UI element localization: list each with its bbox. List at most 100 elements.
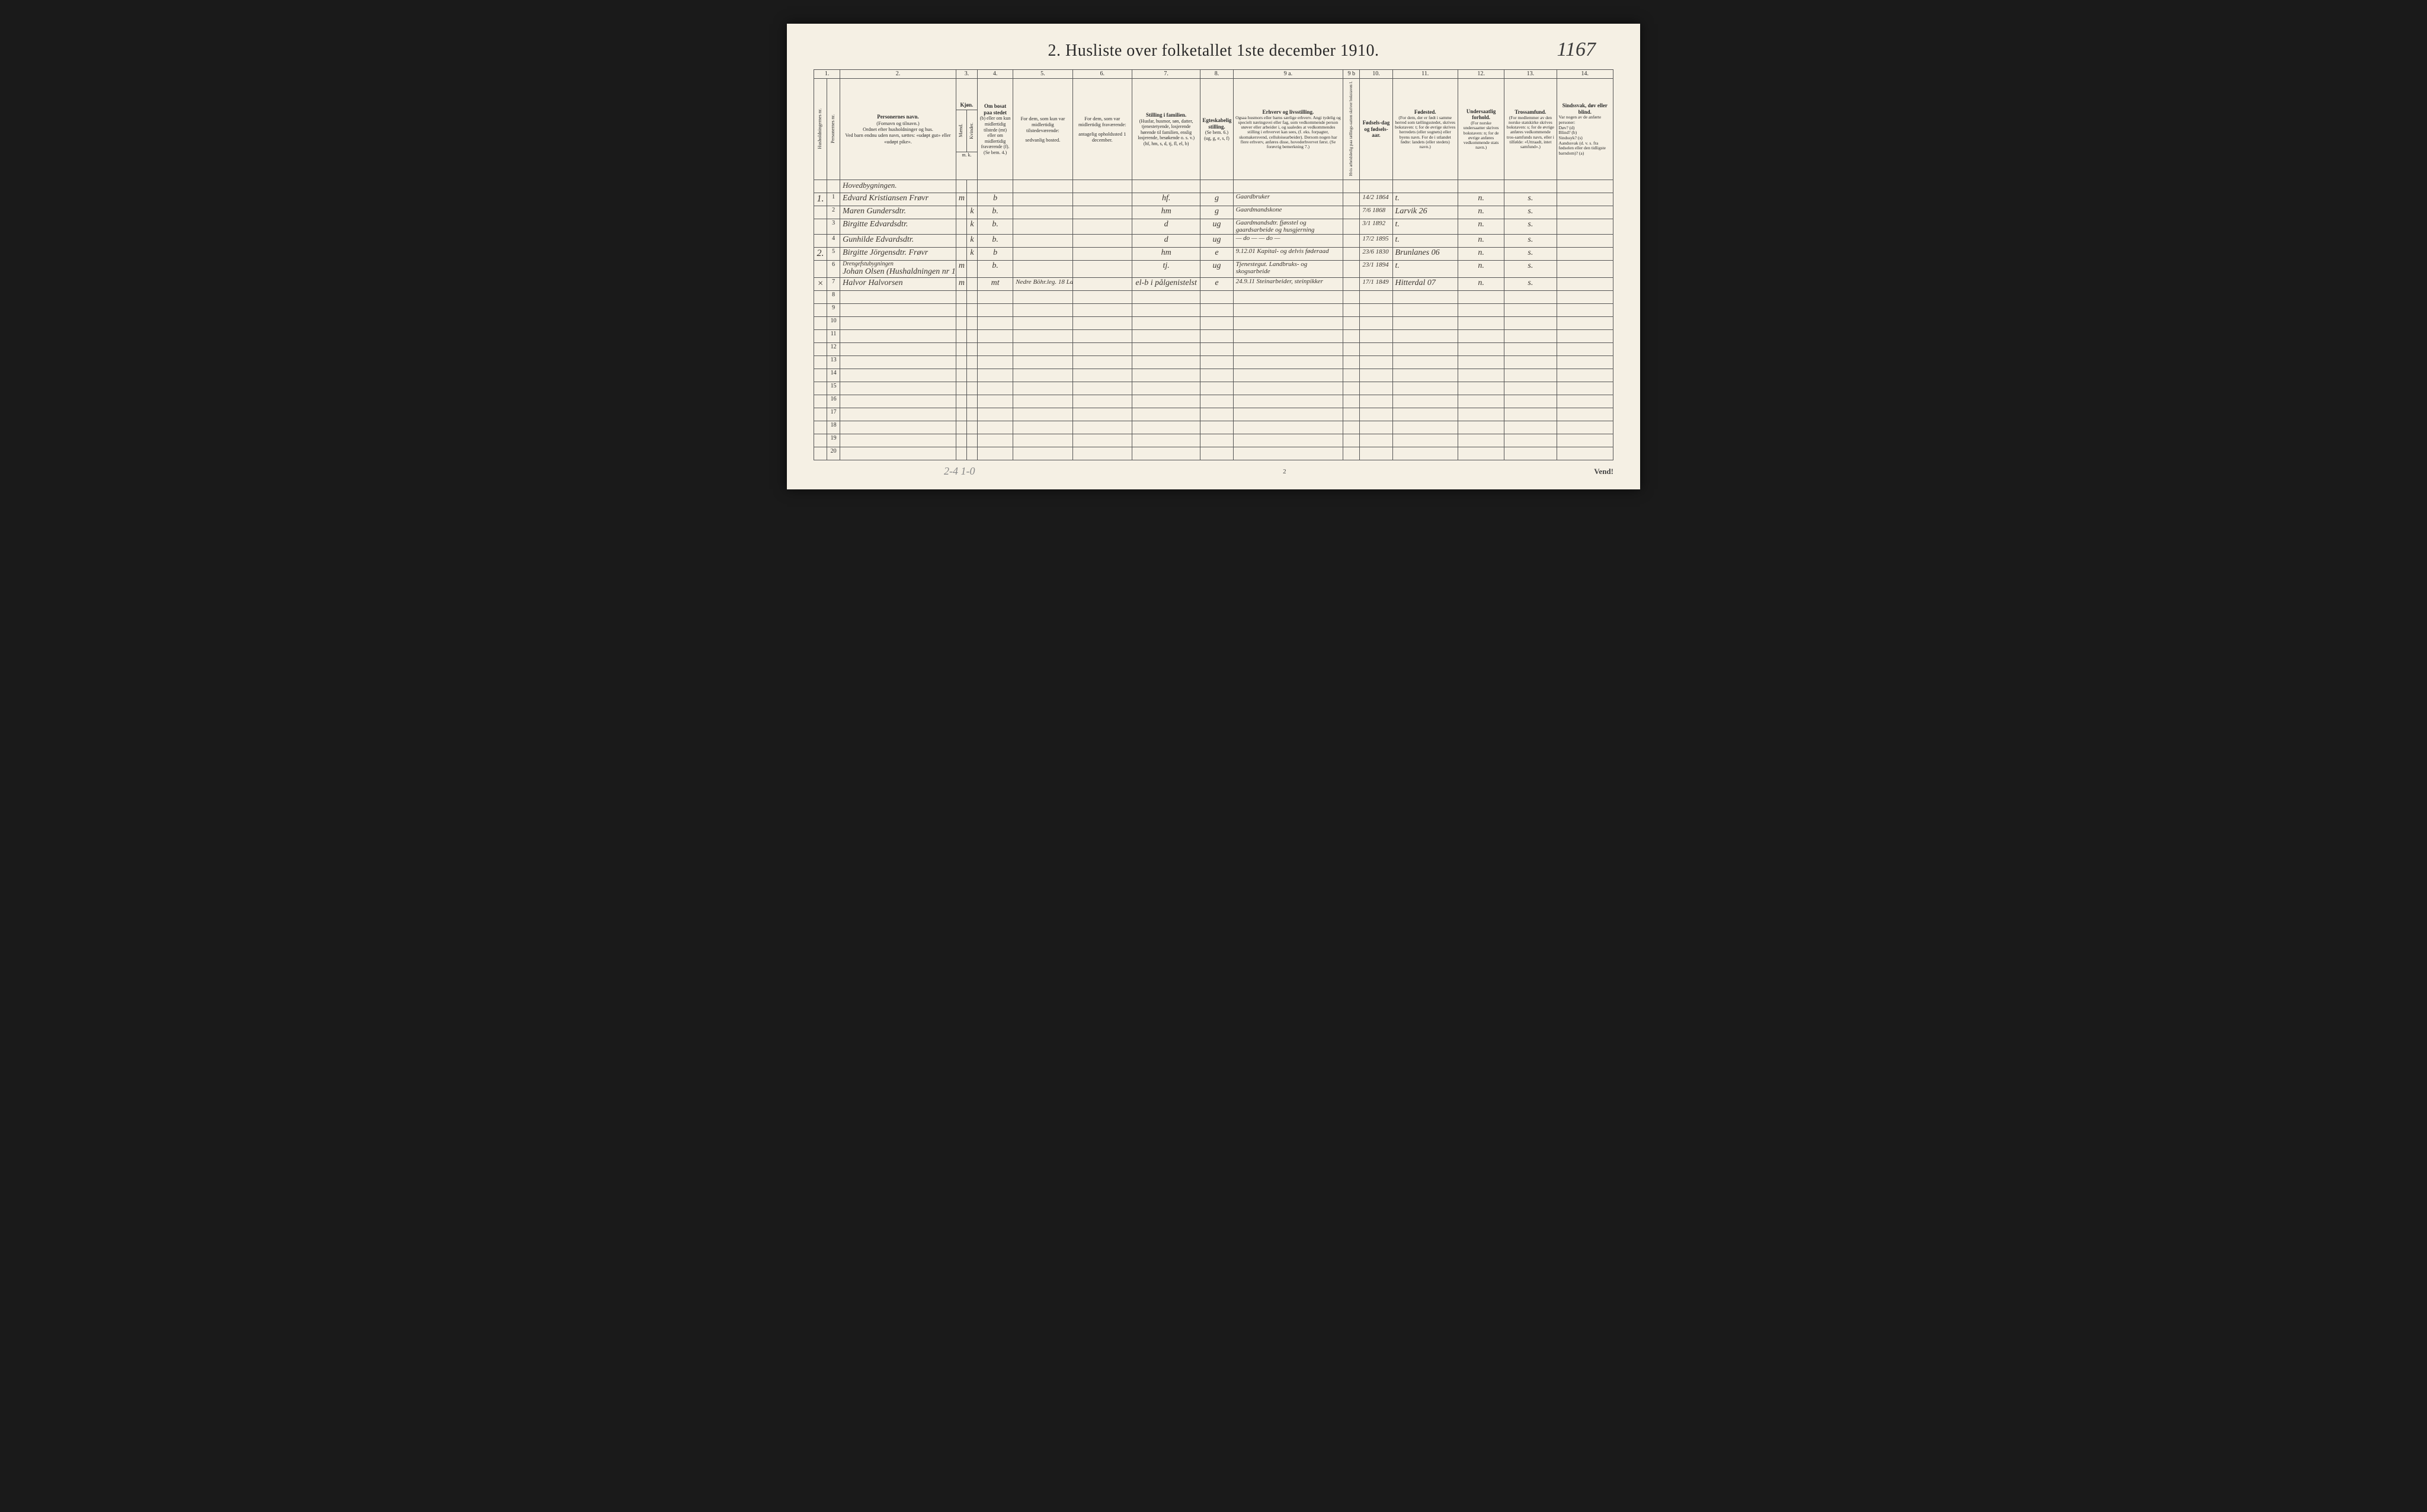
cell-marital: ug <box>1200 219 1233 235</box>
hdr-disability: Sindssvak, døv eller blind. Var nogen av… <box>1557 79 1613 180</box>
cell-household: 1. <box>814 193 827 206</box>
cell-whereabouts <box>1072 278 1132 291</box>
cell-sex-k: k <box>966 248 977 261</box>
cell-whereabouts <box>1072 219 1132 235</box>
cell-sex-k <box>966 193 977 206</box>
colnum: 2. <box>840 70 956 79</box>
cell-person-nr: 3 <box>827 219 840 235</box>
cell-residence: b <box>978 193 1013 206</box>
cell-person-nr: 12 <box>827 343 840 356</box>
table-row: 2. 5 Birgitte Jörgensdtr. Frøvr k b hm e… <box>814 248 1613 261</box>
table-body: Hovedbygningen. 1. 1 Edvard Kristiansen … <box>814 180 1613 460</box>
cell-residence: b. <box>978 206 1013 219</box>
cell-nationality: n. <box>1458 278 1504 291</box>
cell-person-nr: 11 <box>827 330 840 343</box>
cell-disability <box>1557 278 1613 291</box>
table-row: 2 Maren Gundersdtr. k b. hm g Gaardmands… <box>814 206 1613 219</box>
colnum: 9 a. <box>1233 70 1343 79</box>
hdr-temp-absent: For dem, som var midlertidig fraværende:… <box>1072 79 1132 180</box>
cell-unemployed <box>1343 278 1360 291</box>
table-row: 4 Gunhilde Edvardsdtr. k b. d ug — do — … <box>814 235 1613 248</box>
cell-religion: s. <box>1504 261 1557 278</box>
cell-marital: g <box>1200 206 1233 219</box>
cell-nationality: n. <box>1458 261 1504 278</box>
page-title: 2. Husliste over folketallet 1ste decemb… <box>1048 41 1379 60</box>
table-row-empty: 15 <box>814 382 1613 395</box>
cell-sex-k <box>966 261 977 278</box>
cell-unemployed <box>1343 248 1360 261</box>
table-row-empty: 12 <box>814 343 1613 356</box>
cell-religion: s. <box>1504 235 1557 248</box>
cell-whereabouts <box>1072 193 1132 206</box>
cell-marital: ug <box>1200 261 1233 278</box>
footer-turn-over: Vend! <box>1594 467 1613 476</box>
cell-residence: b. <box>978 261 1013 278</box>
cell-sex-m <box>956 235 966 248</box>
cell-unemployed <box>1343 235 1360 248</box>
cell-person-nr: 7 <box>827 278 840 291</box>
hdr-birthdate: Fødsels-dag og fødsels-aar. <box>1360 79 1392 180</box>
table-row-empty: 11 <box>814 330 1613 343</box>
cell-sex-m: m <box>956 193 966 206</box>
hdr-unemployed: Hvis arbeidsledig paa tællings-satten sk… <box>1343 79 1360 180</box>
hdr-religion: Trossamfund. (For medlemmer av den norsk… <box>1504 79 1557 180</box>
cell-person-nr: 14 <box>827 369 840 382</box>
cell-family-pos: el-b i pålgenistelst <box>1132 278 1200 291</box>
hdr-birthplace: Fødested. (For dem, der er født i samme … <box>1392 79 1458 180</box>
cell-household <box>814 206 827 219</box>
cell-occupation: Gaardbruker <box>1233 193 1343 206</box>
cell-marital: ug <box>1200 235 1233 248</box>
cell-person-nr: 20 <box>827 447 840 460</box>
cell-usual-residence <box>1013 219 1072 235</box>
cell-sex-k: k <box>966 235 977 248</box>
cell-sex-m <box>956 248 966 261</box>
cell-birthdate: 7/6 1868 <box>1360 206 1392 219</box>
cell-person-nr: 4 <box>827 235 840 248</box>
cell-family-pos: hm <box>1132 248 1200 261</box>
hdr-household-nr: Husholdningernes nr. <box>814 79 827 180</box>
colnum: 4. <box>978 70 1013 79</box>
cell-marital: e <box>1200 248 1233 261</box>
cell-disability <box>1557 235 1613 248</box>
cell-unemployed <box>1343 219 1360 235</box>
cell-household <box>814 235 827 248</box>
handwritten-page-number: 1167 <box>1557 39 1596 61</box>
footer: 2-4 1-0 2 Vend! <box>814 465 1613 478</box>
cell-family-pos: hm <box>1132 206 1200 219</box>
cell-family-pos: hf. <box>1132 193 1200 206</box>
colnum: 7. <box>1132 70 1200 79</box>
cell-disability <box>1557 248 1613 261</box>
cell-residence: mt <box>978 278 1013 291</box>
cell-name: Halvor Halvorsen <box>840 278 956 291</box>
table-row-empty: 10 <box>814 317 1613 330</box>
cell-occupation: Tjenestegut. Landbruks- og skogsarbeide <box>1233 261 1343 278</box>
column-number-row: 1. 2. 3. 4. 5. 6. 7. 8. 9 a. 9 b 10. 11.… <box>814 70 1613 79</box>
cell-household: × <box>814 278 827 291</box>
hdr-residence: Om bosat paa stedet (b) eller om kun mid… <box>978 79 1013 180</box>
census-page: 2. Husliste over folketallet 1ste decemb… <box>787 24 1640 489</box>
colnum: 12. <box>1458 70 1504 79</box>
cell-person-nr: 18 <box>827 421 840 434</box>
colnum: 1. <box>814 70 840 79</box>
cell-name: Birgitte Jörgensdtr. Frøvr <box>840 248 956 261</box>
cell-household: 2. <box>814 248 827 261</box>
cell-occupation: Gaardmandsdtr. fjøsstel og gaardsarbeide… <box>1233 219 1343 235</box>
cell-birthplace: t. <box>1392 261 1458 278</box>
cell-household <box>814 261 827 278</box>
cell-occupation: Gaardmandskone <box>1233 206 1343 219</box>
cell-sex-k: k <box>966 219 977 235</box>
table-row-empty: 18 <box>814 421 1613 434</box>
cell-usual-residence <box>1013 193 1072 206</box>
colnum: 13. <box>1504 70 1557 79</box>
cell-occupation: — do — — do — <box>1233 235 1343 248</box>
cell-birthplace: Hitterdal 07 <box>1392 278 1458 291</box>
cell-sex-m <box>956 219 966 235</box>
cell-birthdate: 23/6 1830 <box>1360 248 1392 261</box>
cell-usual-residence <box>1013 261 1072 278</box>
cell-person-nr: 2 <box>827 206 840 219</box>
table-row-empty: 20 <box>814 447 1613 460</box>
cell-occupation: 9.12.01 Kapital- og delvis føderaad <box>1233 248 1343 261</box>
cell-religion: s. <box>1504 248 1557 261</box>
header-labels-row: Husholdningernes nr. Personernes nr. Per… <box>814 79 1613 180</box>
cell-disability <box>1557 261 1613 278</box>
